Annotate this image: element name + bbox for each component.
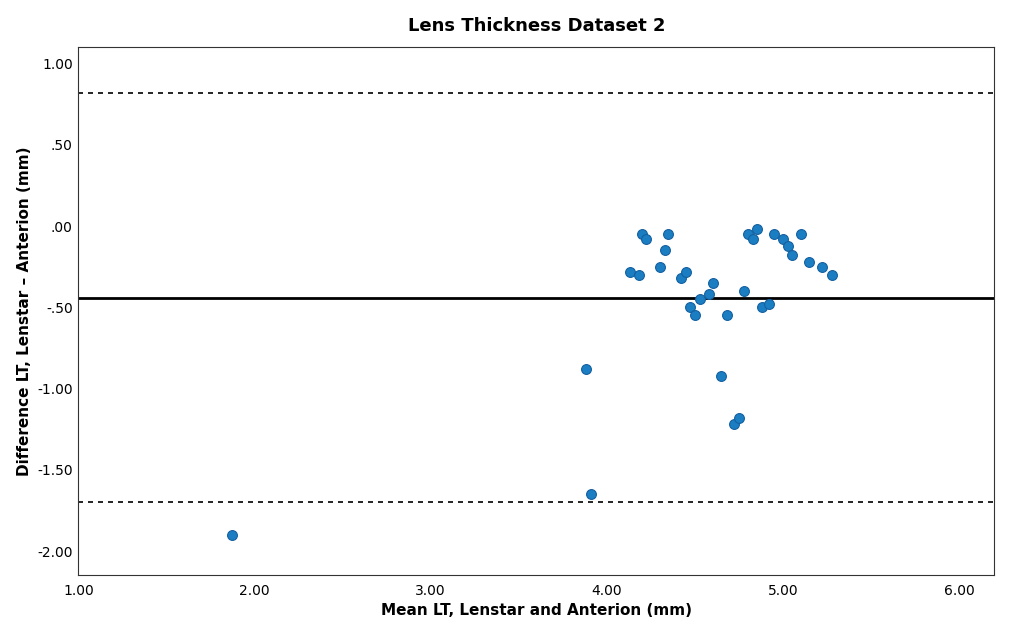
Point [577, 364, 593, 374]
Point [701, 290, 717, 300]
Point [784, 250, 800, 260]
Point [766, 229, 783, 239]
Point [754, 302, 770, 312]
Point [719, 311, 735, 321]
Point [824, 270, 840, 280]
Point [774, 234, 791, 244]
Point [740, 229, 756, 239]
Point [780, 241, 797, 251]
Point [705, 278, 721, 288]
Point [693, 294, 709, 304]
Point [631, 270, 647, 280]
Point [681, 302, 698, 312]
Point [622, 267, 638, 277]
Point [731, 413, 747, 423]
Point [634, 229, 650, 239]
Point [672, 273, 688, 283]
Point [736, 286, 752, 296]
Point [726, 419, 742, 429]
Title: Lens Thickness Dataset 2: Lens Thickness Dataset 2 [407, 17, 665, 35]
Point [748, 224, 764, 234]
Point [761, 299, 777, 309]
Y-axis label: Difference LT, Lenstar – Anterion (mm): Difference LT, Lenstar – Anterion (mm) [16, 147, 31, 476]
Point [657, 245, 673, 255]
Point [814, 262, 830, 272]
Point [583, 489, 600, 499]
Point [660, 229, 676, 239]
Point [793, 229, 809, 239]
Point [713, 370, 729, 380]
Point [223, 530, 240, 540]
Point [686, 311, 703, 321]
X-axis label: Mean LT, Lenstar and Anterion (mm): Mean LT, Lenstar and Anterion (mm) [381, 603, 692, 618]
Point [802, 257, 818, 267]
Point [651, 262, 667, 272]
Point [678, 267, 695, 277]
Point [638, 234, 654, 244]
Point [745, 234, 761, 244]
